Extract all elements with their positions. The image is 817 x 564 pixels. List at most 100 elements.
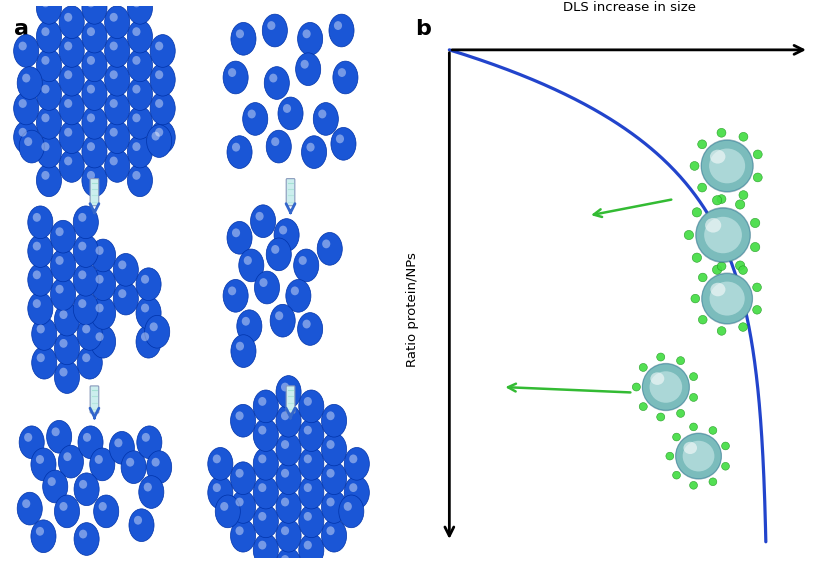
Ellipse shape [17,67,42,99]
Ellipse shape [230,519,256,552]
Ellipse shape [109,128,118,136]
Ellipse shape [327,411,335,420]
Ellipse shape [258,426,266,435]
Ellipse shape [215,495,240,528]
Ellipse shape [127,164,153,197]
Ellipse shape [91,297,116,329]
Ellipse shape [329,14,354,47]
Ellipse shape [134,516,142,525]
Ellipse shape [96,303,104,312]
Ellipse shape [344,502,352,511]
Ellipse shape [56,256,64,265]
Ellipse shape [344,447,369,480]
Ellipse shape [271,245,279,254]
Ellipse shape [735,261,745,270]
Ellipse shape [136,426,162,459]
Ellipse shape [139,475,164,508]
Ellipse shape [304,483,312,492]
Ellipse shape [304,397,312,406]
Ellipse shape [271,137,279,146]
Ellipse shape [36,527,44,536]
Ellipse shape [114,253,138,286]
Ellipse shape [276,462,301,495]
Ellipse shape [258,483,266,492]
Ellipse shape [28,235,53,267]
Ellipse shape [281,469,289,478]
Ellipse shape [87,142,95,151]
Ellipse shape [281,555,289,564]
Ellipse shape [91,325,116,358]
Ellipse shape [105,34,130,67]
Ellipse shape [132,27,141,36]
Ellipse shape [212,483,221,492]
Ellipse shape [19,426,44,459]
Ellipse shape [276,433,301,466]
Ellipse shape [42,27,50,36]
Ellipse shape [109,70,118,79]
Ellipse shape [90,448,115,481]
Ellipse shape [31,448,56,481]
Ellipse shape [709,426,717,434]
Ellipse shape [666,452,674,460]
Ellipse shape [221,502,228,511]
Ellipse shape [642,364,689,410]
Ellipse shape [114,438,123,447]
Ellipse shape [304,541,312,549]
Ellipse shape [132,0,141,7]
Ellipse shape [96,246,104,255]
Ellipse shape [299,418,324,451]
Ellipse shape [692,253,702,262]
Ellipse shape [132,171,141,180]
Ellipse shape [74,206,98,239]
Ellipse shape [281,440,289,449]
Ellipse shape [710,283,725,296]
Ellipse shape [64,13,72,21]
Ellipse shape [319,109,326,118]
Ellipse shape [51,278,76,311]
Ellipse shape [683,441,714,472]
Ellipse shape [270,305,295,337]
Ellipse shape [150,323,158,331]
Ellipse shape [96,332,104,341]
Ellipse shape [59,34,84,67]
Ellipse shape [281,497,289,506]
Ellipse shape [150,92,175,125]
Ellipse shape [59,6,84,38]
Ellipse shape [19,42,27,50]
Ellipse shape [152,131,159,140]
Ellipse shape [691,294,699,303]
Ellipse shape [322,240,330,248]
Ellipse shape [700,139,754,193]
Ellipse shape [698,183,707,192]
Ellipse shape [56,227,64,236]
Ellipse shape [299,447,324,480]
Ellipse shape [155,42,163,50]
Ellipse shape [82,0,107,24]
Ellipse shape [751,243,760,252]
Ellipse shape [105,6,130,38]
Ellipse shape [127,107,153,139]
Ellipse shape [237,310,262,342]
Ellipse shape [676,409,685,417]
Ellipse shape [313,103,338,135]
Ellipse shape [721,442,730,450]
Ellipse shape [753,150,762,159]
Ellipse shape [14,92,38,125]
Ellipse shape [709,281,745,316]
Ellipse shape [25,137,32,146]
Ellipse shape [683,442,697,454]
Ellipse shape [721,462,730,470]
Ellipse shape [31,520,56,553]
Ellipse shape [676,434,721,479]
Ellipse shape [276,548,301,564]
Ellipse shape [236,342,244,351]
Ellipse shape [276,404,301,437]
Ellipse shape [51,428,60,436]
Ellipse shape [87,113,95,122]
Ellipse shape [82,49,107,82]
Ellipse shape [299,390,324,423]
Ellipse shape [77,346,102,379]
Ellipse shape [235,526,243,535]
Ellipse shape [60,310,68,319]
Ellipse shape [751,218,760,228]
